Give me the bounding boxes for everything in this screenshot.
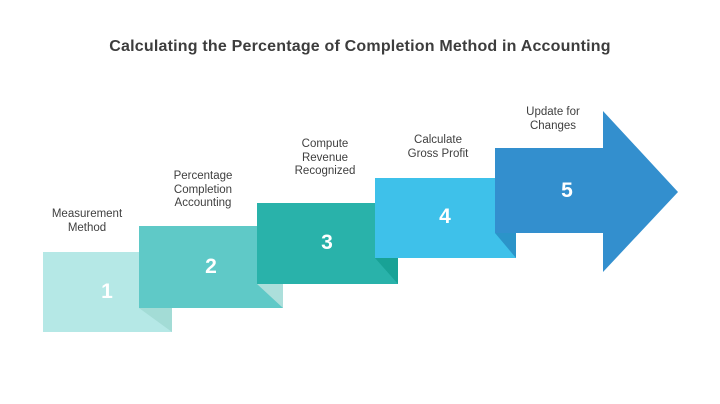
- step-3-box: [257, 203, 398, 284]
- step-4-label: Calculate Gross Profit: [407, 134, 469, 160]
- step-5-arrow-right-shape: [495, 111, 678, 272]
- step-2-fold-corner: [257, 284, 283, 308]
- step-1-fold-corner: [139, 308, 172, 332]
- step-4-fold-corner: [495, 233, 516, 258]
- step-5-number: 5: [561, 179, 573, 202]
- step-3-label: Compute Revenue Recognized: [294, 138, 356, 178]
- page-title: Calculating the Percentage of Completion…: [109, 38, 611, 55]
- step-2-label: Percentage Completion Accounting: [173, 170, 233, 210]
- step-3-fold-corner: [375, 258, 398, 284]
- step-4-number: 4: [439, 205, 451, 228]
- step-4-box: [375, 178, 516, 258]
- step-5-label: Update for Changes: [526, 106, 580, 132]
- step-3-number: 3: [321, 231, 333, 254]
- step-1-label: Measurement Method: [51, 208, 123, 234]
- step-1-number: 1: [101, 280, 113, 303]
- step-2-number: 2: [205, 255, 217, 278]
